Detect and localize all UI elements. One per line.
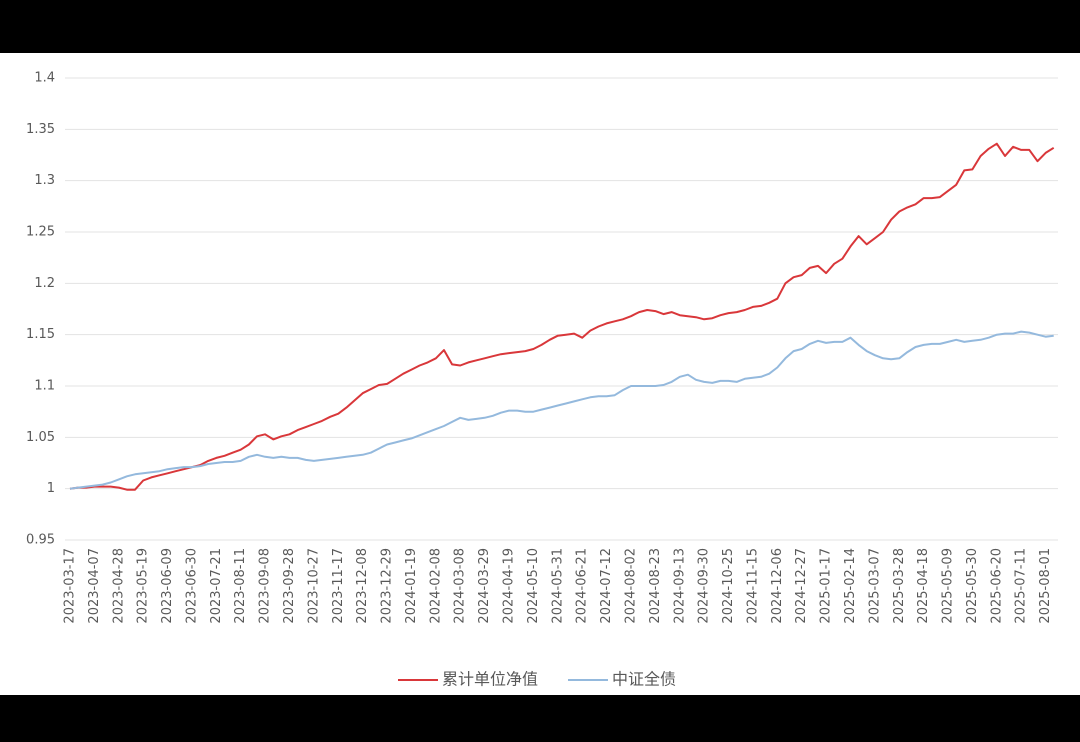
y-tick-label: 1.25 xyxy=(26,225,55,240)
y-tick-label: 1.4 xyxy=(34,71,55,86)
legend-label: 中证全债 xyxy=(612,670,676,689)
plot-background xyxy=(0,53,1080,695)
series-line xyxy=(69,330,1054,490)
x-tick-label: 2023-12-29 xyxy=(380,548,395,624)
x-tick-label: 2024-01-19 xyxy=(404,548,419,624)
x-tick-label: 2025-07-11 xyxy=(1014,548,1029,624)
x-tick-label: 2025-02-14 xyxy=(843,548,858,624)
legend-label: 累计单位净值 xyxy=(442,670,538,689)
x-tick-label: 2024-07-12 xyxy=(599,548,614,624)
x-tick-label: 2024-09-30 xyxy=(697,548,712,624)
x-tick-label: 2025-03-28 xyxy=(892,548,907,624)
x-tick-label: 2023-04-28 xyxy=(111,548,126,624)
x-tick-label: 2025-03-07 xyxy=(867,548,882,624)
x-tick-label: 2025-06-20 xyxy=(989,548,1004,624)
x-tick-label: 2023-11-17 xyxy=(331,548,346,624)
x-tick-label: 2024-09-13 xyxy=(672,548,687,624)
x-tick-label: 2024-08-02 xyxy=(623,548,638,624)
y-tick-label: 1.15 xyxy=(26,327,55,342)
x-tick-label: 2023-10-27 xyxy=(306,548,321,624)
y-tick-label: 1.1 xyxy=(34,379,55,394)
x-tick-label: 2023-09-08 xyxy=(258,548,273,624)
x-tick-label: 2025-05-30 xyxy=(965,548,980,624)
x-tick-label: 2023-07-21 xyxy=(209,548,224,624)
x-tick-label: 2025-01-17 xyxy=(819,548,834,624)
y-tick-label: 1.3 xyxy=(34,173,55,188)
y-tick-label: 1.05 xyxy=(26,430,55,445)
x-tick-label: 2024-11-15 xyxy=(745,548,760,624)
y-tick-label: 1.2 xyxy=(34,276,55,291)
x-tick-label: 2023-06-30 xyxy=(184,548,199,624)
x-tick-label: 2023-06-09 xyxy=(160,548,175,624)
x-tick-label: 2024-03-08 xyxy=(453,548,468,624)
x-tick-label: 2024-06-21 xyxy=(575,548,590,624)
x-tick-label: 2024-12-06 xyxy=(770,548,785,624)
x-tick-label: 2023-08-11 xyxy=(233,548,248,624)
x-tick-label: 2024-02-08 xyxy=(428,548,443,624)
x-tick-label: 2024-05-31 xyxy=(550,548,565,624)
x-tick-label: 2024-12-27 xyxy=(794,548,809,624)
series-line xyxy=(69,142,1055,491)
x-tick-label: 2025-05-09 xyxy=(941,548,956,624)
x-tick-label: 2024-10-25 xyxy=(721,548,736,624)
x-tick-label: 2023-12-08 xyxy=(355,548,370,624)
x-tick-label: 2024-03-29 xyxy=(477,548,492,624)
y-tick-label: 1.35 xyxy=(26,122,55,137)
y-tick-label: 0.95 xyxy=(26,533,55,548)
x-tick-label: 2023-04-07 xyxy=(87,548,102,624)
x-tick-label: 2024-05-10 xyxy=(526,548,541,624)
y-tick-label: 1 xyxy=(47,481,55,496)
x-tick-label: 2023-03-17 xyxy=(63,548,78,624)
x-tick-label: 2023-05-19 xyxy=(136,548,151,624)
x-tick-label: 2025-08-01 xyxy=(1038,548,1053,624)
x-tick-label: 2023-09-28 xyxy=(282,548,297,624)
x-tick-label: 2024-08-23 xyxy=(648,548,663,624)
x-tick-label: 2024-04-19 xyxy=(502,548,517,624)
x-tick-label: 2025-04-18 xyxy=(916,548,931,624)
